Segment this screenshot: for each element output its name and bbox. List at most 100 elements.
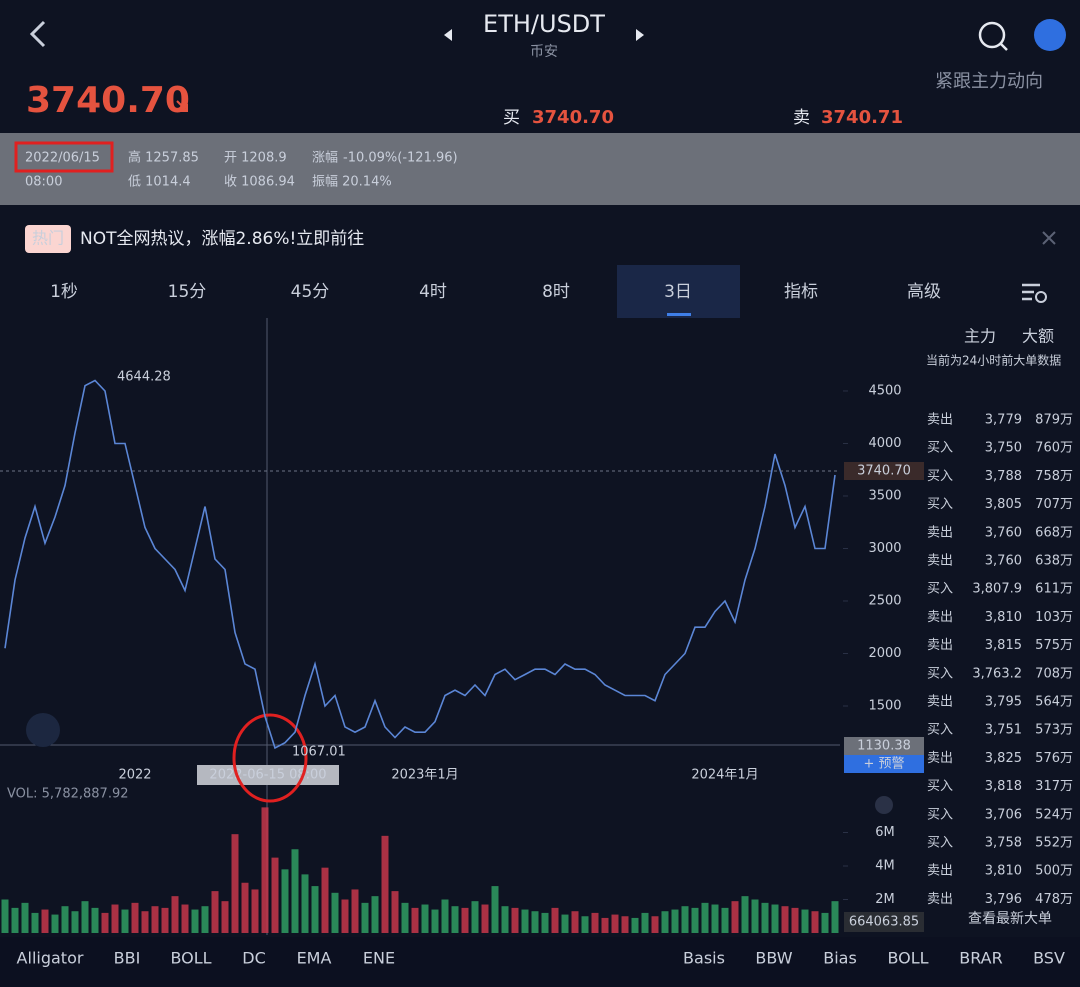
info-close: 收 1086.94 bbox=[224, 175, 295, 190]
volume-bar bbox=[191, 909, 199, 933]
indicator-tab[interactable]: EMA bbox=[297, 949, 332, 968]
panel-tab[interactable]: 主力 bbox=[964, 327, 996, 346]
volume-bar bbox=[361, 902, 369, 933]
volume-bar bbox=[791, 907, 799, 933]
date-highlight bbox=[14, 141, 114, 173]
trade-price: 3,815 bbox=[985, 638, 1022, 653]
vol-label: VOL: 5,782,887.92 bbox=[7, 787, 129, 802]
trade-amount: 758万 bbox=[1035, 469, 1073, 484]
volume-bar bbox=[211, 891, 219, 933]
tab-selected-bg bbox=[617, 265, 740, 318]
indicator-tab[interactable]: BSV bbox=[1033, 949, 1065, 968]
volume-bar bbox=[421, 904, 429, 933]
volume-bar bbox=[761, 902, 769, 933]
settings-icon[interactable] bbox=[1022, 283, 1047, 303]
trade-amount: 611万 bbox=[1035, 582, 1073, 597]
cross-price-bg bbox=[844, 737, 924, 755]
scroll-end[interactable] bbox=[875, 796, 893, 814]
info-amplitude: 振幅 20.14% bbox=[312, 175, 392, 190]
volume-bar bbox=[51, 914, 59, 933]
trade-side: 卖出 bbox=[927, 554, 953, 569]
back-button[interactable] bbox=[29, 20, 46, 48]
indicator-tab[interactable]: BBW bbox=[755, 949, 792, 968]
volume-bar bbox=[321, 867, 329, 933]
info-change-label: 涨幅 bbox=[312, 151, 338, 166]
expand-button[interactable] bbox=[26, 713, 60, 747]
trade-amount: 564万 bbox=[1035, 695, 1073, 710]
follow-link[interactable]: 紧跟主力动向 bbox=[935, 71, 1043, 92]
indicator-tab[interactable]: BRAR bbox=[959, 949, 1003, 968]
volume-bar bbox=[711, 904, 719, 933]
panel-footer[interactable]: 查看最新大单 bbox=[968, 911, 1052, 927]
info-open: 开 1208.9 bbox=[224, 151, 287, 166]
indicator-tab[interactable]: ENE bbox=[363, 949, 395, 968]
volume-bar bbox=[571, 911, 579, 933]
trade-side: 买入 bbox=[927, 497, 953, 512]
banner-close[interactable] bbox=[1042, 231, 1056, 245]
volume-bar bbox=[91, 907, 99, 933]
indicator-tab[interactable]: BOLL bbox=[887, 949, 928, 968]
volume-bar bbox=[691, 907, 699, 933]
volume-bar bbox=[21, 902, 29, 933]
trade-amount: 576万 bbox=[1035, 751, 1073, 766]
volume-bar bbox=[601, 917, 609, 933]
volume-bar bbox=[581, 916, 589, 933]
panel-tab[interactable]: 大额 bbox=[1022, 327, 1054, 346]
volume-bar bbox=[281, 869, 289, 933]
volume-bar bbox=[261, 807, 269, 933]
volume-bar bbox=[771, 904, 779, 933]
y-tick-label: 4000 bbox=[868, 436, 901, 451]
volume-bar bbox=[671, 909, 679, 933]
timeframe-tab[interactable]: 高级 bbox=[907, 282, 941, 302]
prev-pair[interactable] bbox=[444, 29, 452, 41]
volume-bar bbox=[101, 912, 109, 933]
search-icon[interactable] bbox=[978, 21, 1006, 49]
search-handle bbox=[1000, 43, 1008, 51]
trade-amount: 638万 bbox=[1035, 554, 1073, 569]
volume-bar bbox=[1, 899, 9, 933]
banner-text[interactable]: NOT全网热议，涨幅2.86%!立即前往 bbox=[80, 229, 364, 249]
indicator-tab[interactable]: DC bbox=[242, 949, 266, 968]
volume-bar bbox=[231, 834, 239, 933]
trade-side: 卖出 bbox=[927, 610, 953, 625]
trade-price: 3,706 bbox=[985, 807, 1022, 822]
trade-side: 买入 bbox=[927, 779, 953, 794]
timeframe-tab[interactable]: 4时 bbox=[419, 282, 447, 302]
timeframe-tab[interactable]: 8时 bbox=[542, 282, 570, 302]
indicator-tab[interactable]: Bias bbox=[823, 949, 857, 968]
timeframe-tab[interactable]: 1秒 bbox=[50, 282, 78, 302]
volume-bar bbox=[471, 901, 479, 933]
x-tick-label: 2022 bbox=[118, 768, 151, 783]
indicator-tab[interactable]: BBI bbox=[114, 949, 141, 968]
alert-button[interactable] bbox=[844, 755, 924, 773]
y-tick-label: 2500 bbox=[868, 593, 901, 608]
trade-side: 买入 bbox=[927, 723, 953, 738]
info-low: 低 1014.4 bbox=[128, 175, 191, 190]
trade-side: 买入 bbox=[927, 441, 953, 456]
next-pair[interactable] bbox=[636, 29, 644, 41]
volume-bar bbox=[81, 901, 89, 933]
trade-price: 3,805 bbox=[985, 497, 1022, 512]
volume-bar bbox=[531, 911, 539, 933]
timeframe-tab[interactable]: 45分 bbox=[291, 282, 330, 302]
indicator-tab[interactable]: BOLL bbox=[170, 949, 211, 968]
timeframe-tab[interactable]: 指标 bbox=[784, 282, 818, 302]
last-price-label: 3740.70 bbox=[857, 464, 911, 479]
volume-bar bbox=[131, 902, 139, 933]
volume-bar bbox=[811, 911, 819, 933]
volume-bar bbox=[351, 889, 359, 933]
trade-amount: 879万 bbox=[1035, 413, 1073, 428]
alert-text[interactable]: + 预警 bbox=[863, 756, 904, 772]
trade-amount: 317万 bbox=[1035, 779, 1073, 794]
volume-bar bbox=[241, 882, 249, 933]
avatar[interactable] bbox=[1034, 19, 1066, 51]
volume-bar bbox=[561, 914, 569, 933]
volume-bar bbox=[731, 901, 739, 933]
volume-bar bbox=[481, 904, 489, 933]
trade-amount: 707万 bbox=[1035, 497, 1073, 512]
indicator-tab[interactable]: Basis bbox=[683, 949, 725, 968]
timeframe-tab[interactable]: 3日 bbox=[664, 282, 692, 302]
timeframe-tab[interactable]: 15分 bbox=[168, 282, 207, 302]
volume-bar bbox=[151, 906, 159, 933]
indicator-tab[interactable]: Alligator bbox=[17, 949, 84, 968]
